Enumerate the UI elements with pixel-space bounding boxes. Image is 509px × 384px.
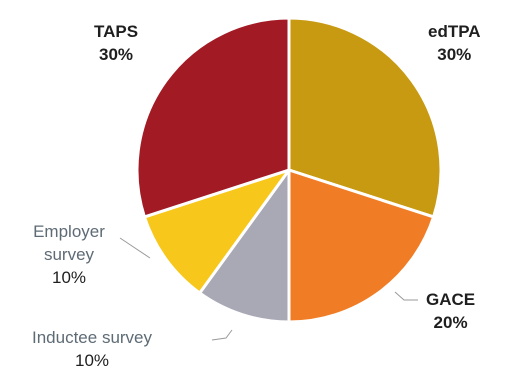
slice-value: 30% xyxy=(99,45,134,64)
slice-label-inductee-survey: Inductee survey 10% xyxy=(32,326,152,372)
leader-lines xyxy=(119,237,418,341)
slice-name: TAPS xyxy=(94,22,139,41)
pie-slice-taps xyxy=(135,16,291,219)
slice-name: Employer survey xyxy=(33,222,105,264)
slice-label-gace: GACE 20% xyxy=(426,288,475,334)
pie-slice-edtpa xyxy=(287,16,443,219)
slice-name: edTPA xyxy=(428,22,481,41)
slice-value: 10% xyxy=(51,268,87,287)
slice-name: Inductee survey xyxy=(32,328,153,347)
slice-value: 30% xyxy=(437,45,472,64)
leader-line-inductee-survey xyxy=(211,329,233,341)
slice-label-edtpa: edTPA 30% xyxy=(428,20,481,66)
pie-slice-gace xyxy=(287,168,436,324)
leader-line-gace xyxy=(394,291,418,301)
slice-value: 10% xyxy=(74,351,110,370)
leader-line-employer-survey xyxy=(119,237,151,259)
slice-name: GACE xyxy=(426,290,476,309)
pie-slice-employer-survey xyxy=(142,168,291,295)
slice-label-taps: TAPS 30% xyxy=(94,20,138,66)
slice-value: 20% xyxy=(433,313,468,332)
slice-label-employer-survey: Employer survey 10% xyxy=(14,220,124,289)
pie-slice-inductee-survey xyxy=(198,168,291,324)
pie-slices xyxy=(135,16,443,324)
